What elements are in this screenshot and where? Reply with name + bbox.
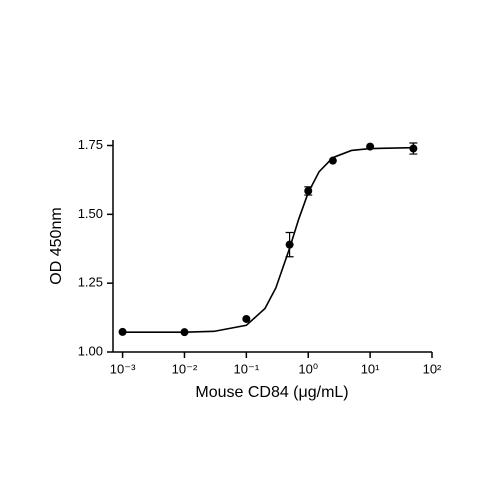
x-tick-label: 10⁻¹ — [234, 361, 260, 376]
y-axis-label: OD 450nm — [48, 207, 65, 284]
data-point — [409, 144, 418, 153]
y-tick-label: 1.00 — [78, 343, 103, 358]
x-tick-label: 10¹ — [361, 361, 380, 376]
fit-curve — [122, 146, 414, 333]
data-point — [242, 314, 251, 323]
y-tick-label: 1.25 — [78, 275, 103, 290]
y-tick-label: 1.75 — [78, 137, 103, 152]
x-tick-label: 10⁻² — [172, 361, 198, 376]
x-tick-label: 10⁻³ — [110, 361, 136, 376]
x-tick-label: 10⁰ — [298, 361, 318, 376]
x-tick-label: 10² — [423, 361, 442, 376]
x-axis-label: Mouse CD84 (μg/mL) — [195, 384, 348, 401]
y-tick-label: 1.50 — [78, 206, 103, 221]
